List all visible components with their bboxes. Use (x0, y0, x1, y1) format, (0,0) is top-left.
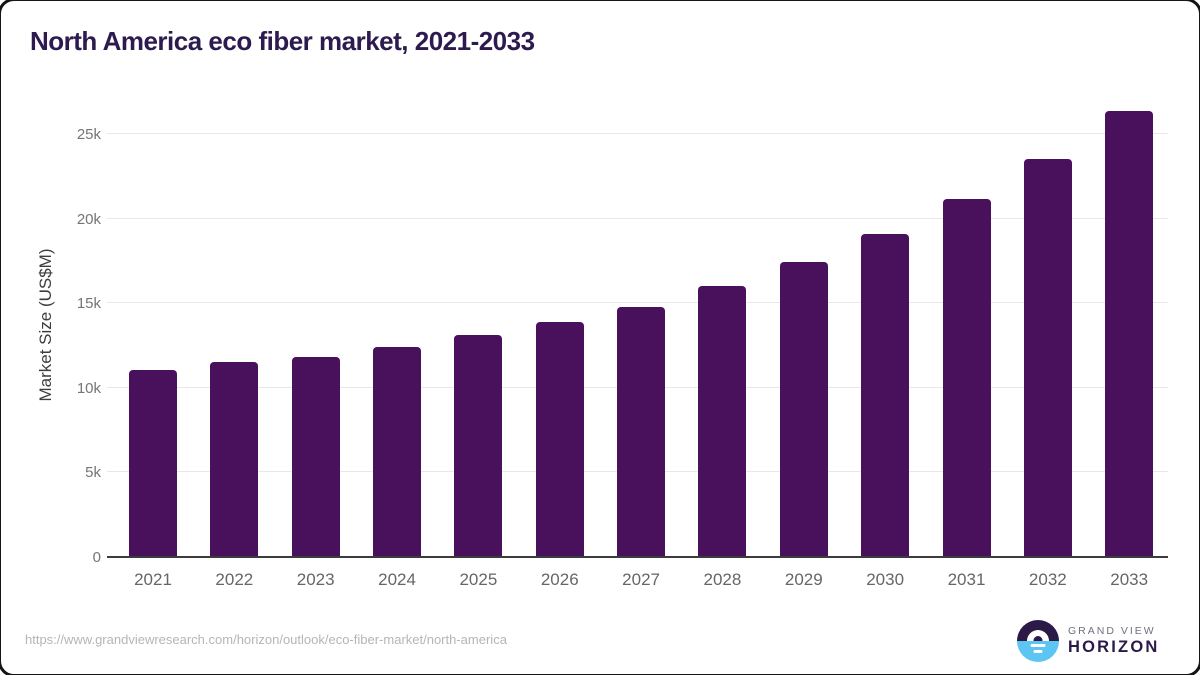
bar-2021 (129, 370, 177, 556)
brand-logo: GRAND VIEW HORIZON (1017, 620, 1159, 662)
bar-2022 (210, 362, 259, 556)
sun-reflection-line (1033, 649, 1043, 653)
gridline-15k (107, 302, 1168, 303)
x-tick-label-2032: 2032 (1028, 570, 1067, 589)
gridline-20k (107, 217, 1168, 219)
x-tick-label-2021: 2021 (134, 570, 172, 589)
bar-2025 (454, 335, 503, 556)
x-tick-label-2024: 2024 (378, 570, 416, 589)
y-tick-label-20k: 20k (76, 210, 101, 228)
sun-arch-shape (1027, 630, 1049, 641)
x-tick-label-2031: 2031 (947, 570, 986, 589)
brand-wordmark: GRAND VIEW HORIZON (1068, 625, 1159, 657)
bar-2031 (942, 199, 991, 556)
sun-reflection-line (1030, 643, 1046, 647)
x-tick-label-2030: 2030 (866, 570, 905, 589)
x-tick-label-2026: 2026 (540, 570, 579, 589)
y-tick-label-5k: 5k (85, 464, 101, 482)
plot-area (107, 100, 1168, 558)
y-tick-label-25k: 25k (76, 126, 101, 144)
bar-2030 (861, 234, 910, 556)
bar-2023 (291, 357, 340, 556)
x-tick-label-2025: 2025 (459, 570, 498, 589)
y-tick-label-15k: 15k (76, 295, 101, 313)
chart-title: North America eco fiber market, 2021-203… (30, 26, 535, 56)
bar-2026 (535, 322, 584, 556)
bar-2024 (373, 347, 422, 556)
horizon-sun-logo-icon (1017, 620, 1059, 662)
bar-2027 (617, 307, 666, 556)
bar-2032 (1023, 159, 1072, 556)
source-url: https://www.grandviewresearch.com/horizo… (25, 632, 507, 647)
brand-name-top: GRAND VIEW (1068, 625, 1156, 637)
gridline-25k (107, 133, 1168, 134)
y-tick-label-0: 0 (92, 549, 101, 566)
x-tick-label-2027: 2027 (622, 570, 660, 589)
x-tick-label-2022: 2022 (215, 570, 254, 589)
x-tick-label-2028: 2028 (703, 570, 742, 589)
x-tick-label-2029: 2029 (784, 570, 823, 589)
bar-2033 (1105, 111, 1154, 556)
y-axis-title: Market Size (US$M) (36, 248, 55, 402)
bar-2029 (779, 262, 828, 556)
x-tick-label-2023: 2023 (296, 570, 335, 589)
y-tick-label-10k: 10k (76, 379, 101, 397)
x-tick-label-2033: 2033 (1110, 570, 1149, 589)
sun-arch-notch (1033, 636, 1043, 641)
brand-name-bottom: HORIZON (1068, 638, 1160, 656)
bar-2028 (698, 286, 747, 556)
